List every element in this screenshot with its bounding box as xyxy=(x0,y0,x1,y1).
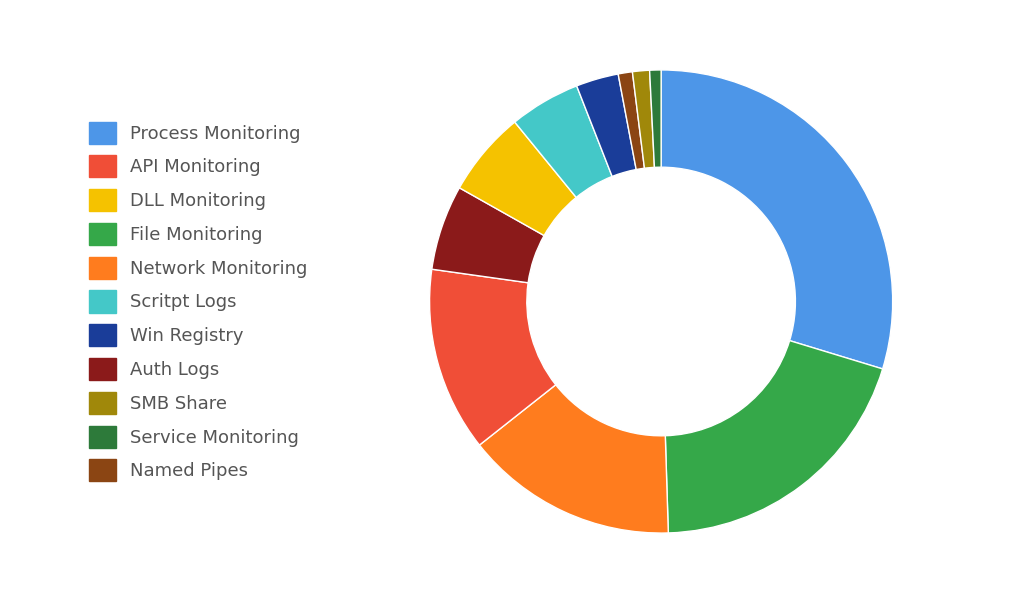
Wedge shape xyxy=(665,341,882,533)
Wedge shape xyxy=(650,70,661,168)
Wedge shape xyxy=(661,70,893,369)
Wedge shape xyxy=(430,269,556,445)
Wedge shape xyxy=(514,86,613,197)
Wedge shape xyxy=(576,74,636,177)
Wedge shape xyxy=(618,72,645,169)
Wedge shape xyxy=(632,70,655,168)
Wedge shape xyxy=(460,122,576,236)
Wedge shape xyxy=(432,188,544,283)
Wedge shape xyxy=(479,385,668,533)
Legend: Process Monitoring, API Monitoring, DLL Monitoring, File Monitoring, Network Mon: Process Monitoring, API Monitoring, DLL … xyxy=(80,113,317,490)
